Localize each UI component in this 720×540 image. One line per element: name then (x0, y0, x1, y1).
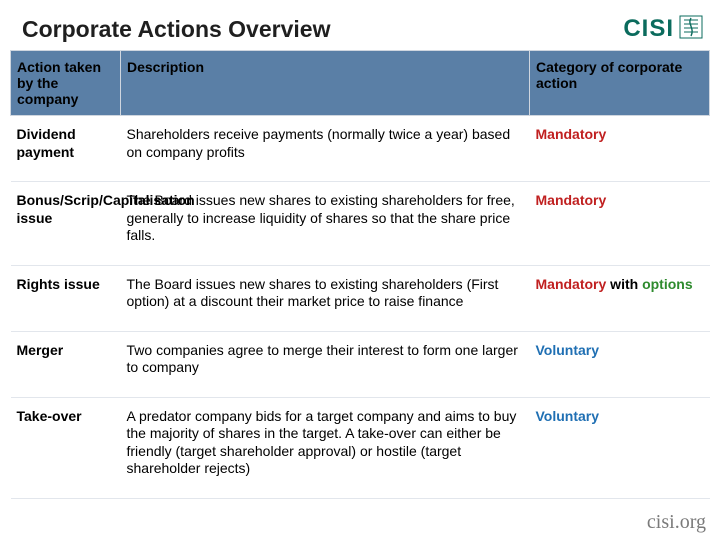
col-header-category: Category of corporate action (530, 51, 710, 116)
footer-brand: cisi.org (647, 511, 706, 534)
page-title: Corporate Actions Overview (22, 16, 330, 43)
cell-action: Bonus/Scrip/Capitalisation issue (11, 182, 121, 266)
cell-action: Dividend payment (11, 116, 121, 182)
slide: Corporate Actions Overview CISI Action t… (0, 0, 720, 499)
table-header-row: Action taken by the company Description … (11, 51, 710, 116)
cell-description: The Board issues new shares to existing … (121, 182, 530, 266)
cell-description: Two companies agree to merge their inter… (121, 331, 530, 397)
category-part: with (606, 276, 642, 292)
cell-category: Mandatory (530, 116, 710, 182)
table-row: Dividend paymentShareholders receive pay… (11, 116, 710, 182)
logo-text: CISI (623, 15, 674, 43)
cell-action: Rights issue (11, 265, 121, 331)
category-part: Mandatory (536, 192, 607, 208)
table-row: Rights issueThe Board issues new shares … (11, 265, 710, 331)
cell-category: Voluntary (530, 331, 710, 397)
cell-description: A predator company bids for a target com… (121, 397, 530, 498)
cell-description: The Board issues new shares to existing … (121, 265, 530, 331)
cell-category: Mandatory (530, 182, 710, 266)
category-part: Voluntary (536, 408, 600, 424)
cell-action: Take-over (11, 397, 121, 498)
table-body: Dividend paymentShareholders receive pay… (11, 116, 710, 499)
logo: CISI (623, 14, 704, 44)
col-header-action: Action taken by the company (11, 51, 121, 116)
header: Corporate Actions Overview CISI (10, 14, 710, 50)
col-header-description: Description (121, 51, 530, 116)
cell-action: Merger (11, 331, 121, 397)
cell-description: Shareholders receive payments (normally … (121, 116, 530, 182)
category-part: Mandatory (536, 126, 607, 142)
corporate-actions-table: Action taken by the company Description … (10, 50, 710, 499)
crest-icon (678, 14, 704, 44)
table-row: Bonus/Scrip/Capitalisation issueThe Boar… (11, 182, 710, 266)
cell-category: Voluntary (530, 397, 710, 498)
category-part: Mandatory (536, 276, 607, 292)
category-part: Voluntary (536, 342, 600, 358)
category-part: options (642, 276, 693, 292)
table-row: MergerTwo companies agree to merge their… (11, 331, 710, 397)
table-row: Take-overA predator company bids for a t… (11, 397, 710, 498)
cell-category: Mandatory with options (530, 265, 710, 331)
